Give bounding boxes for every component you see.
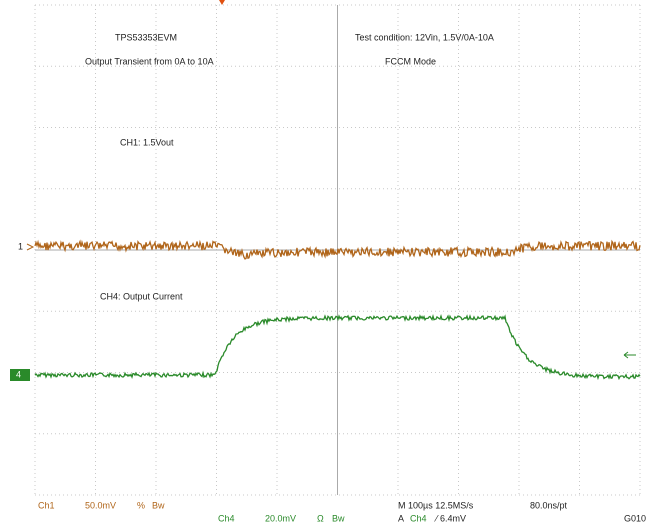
ch4-bw: Bw [332, 513, 345, 523]
ch1-bw: Bw [152, 500, 165, 510]
ch4-annotation: CH4: Output Current [100, 291, 183, 301]
ch1-marker: 1 [18, 241, 23, 251]
ch1-arrow [26, 243, 35, 251]
ch1-coupling: % [137, 500, 145, 510]
ch1-scale: 50.0mV [85, 500, 116, 510]
ch1-label: Ch1 [38, 500, 55, 510]
trigger-position [219, 0, 225, 5]
ch4-coupling: Ω [317, 513, 324, 523]
right-subtitle: FCCM Mode [385, 56, 436, 66]
trigger-level-arrow [623, 351, 636, 359]
screen-id: G010 [624, 513, 646, 523]
ch1-annotation: CH1: 1.5Vout [120, 137, 174, 147]
left-subtitle: Output Transient from 0A to 10A [85, 56, 214, 66]
trigger-channel: Ch4 [410, 513, 427, 523]
resolution: 80.0ns/pt [530, 500, 568, 510]
ch4-marker: 4 [16, 369, 21, 379]
ch4-scale: 20.0mV [265, 513, 296, 523]
trigger-source: A [398, 513, 404, 523]
ch4-marker-box [10, 369, 30, 381]
timebase: M 100µs 12.5MS/s [398, 500, 474, 510]
trigger-level: ⁄ 6.4mV [434, 513, 466, 523]
ch4-trace [34, 313, 641, 381]
ch1-trace [34, 239, 641, 260]
left-title: TPS53353EVM [115, 32, 177, 42]
ch4-label: Ch4 [218, 513, 235, 523]
right-title: Test condition: 12Vin, 1.5V/0A-10A [355, 32, 494, 42]
